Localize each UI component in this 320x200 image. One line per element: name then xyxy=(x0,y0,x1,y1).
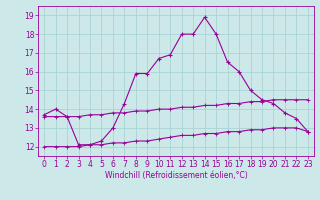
X-axis label: Windchill (Refroidissement éolien,°C): Windchill (Refroidissement éolien,°C) xyxy=(105,171,247,180)
